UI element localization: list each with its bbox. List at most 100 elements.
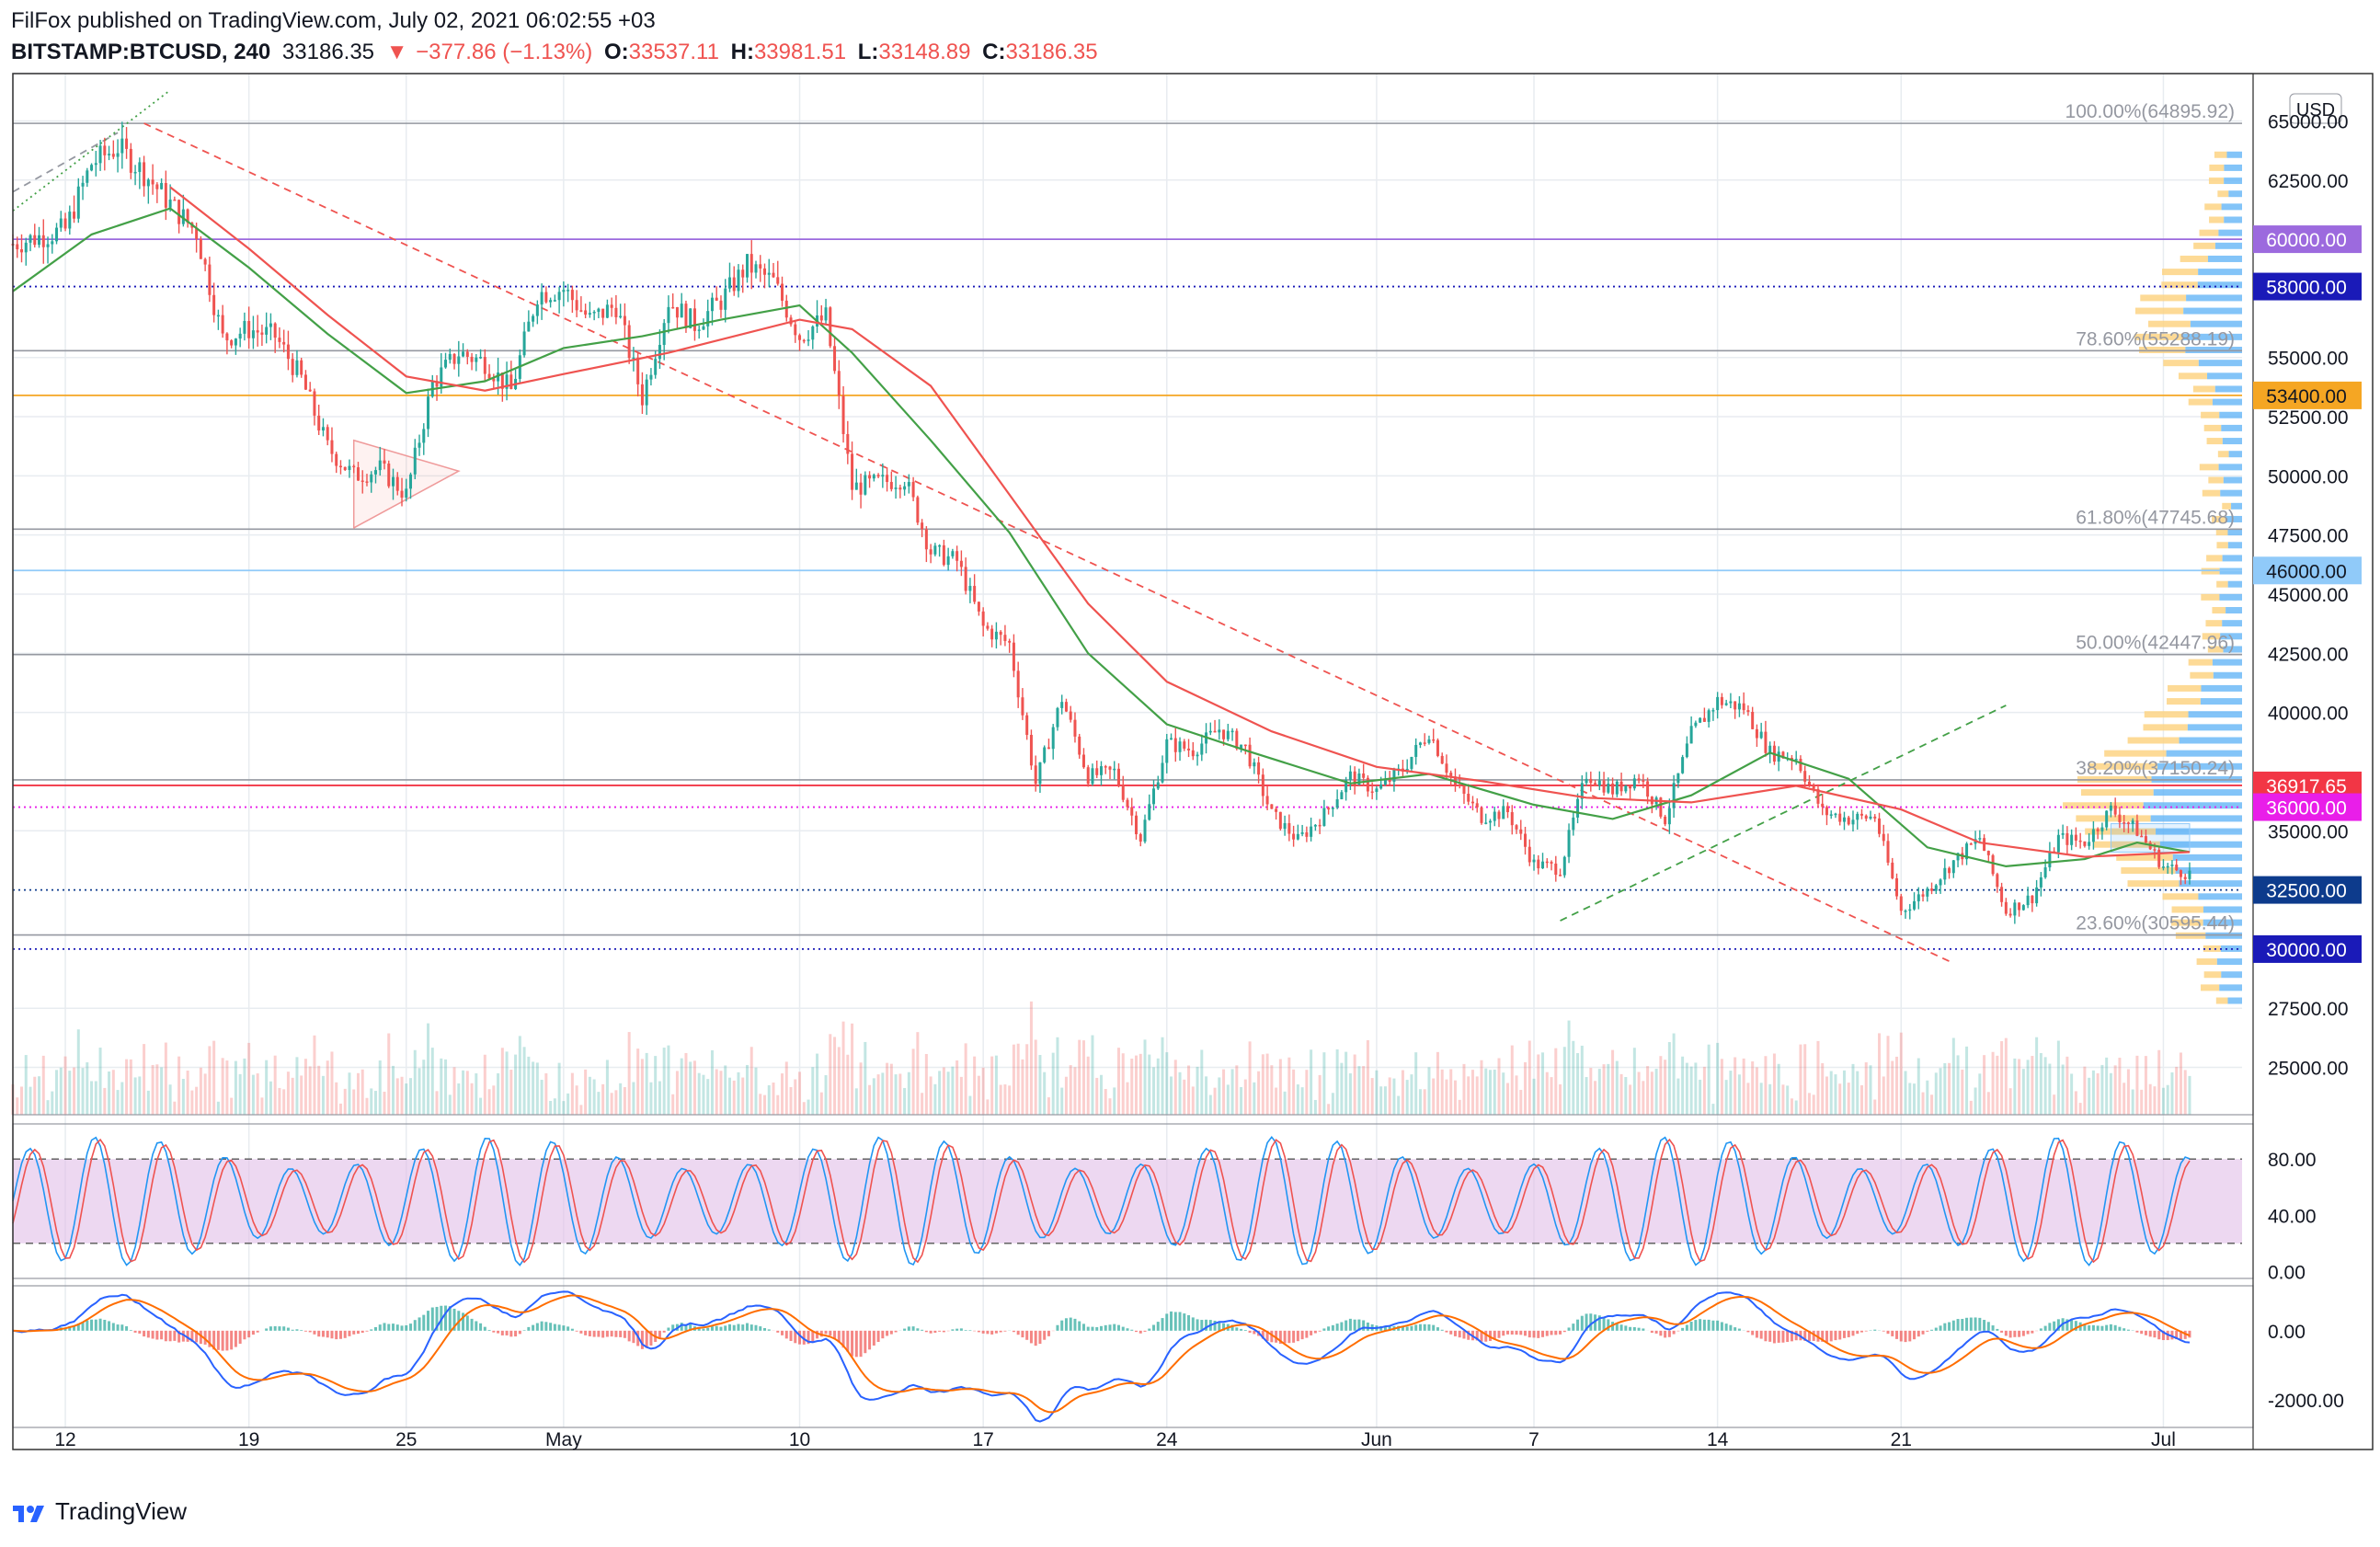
macd-histogram-bar (1550, 1330, 1553, 1335)
macd-histogram-bar (724, 1325, 727, 1331)
volume-profile-bar (2216, 958, 2242, 966)
volume-bar (1720, 1059, 1723, 1115)
candle-body (623, 315, 626, 326)
candle-body (155, 184, 159, 189)
volume-bar (1156, 1058, 1160, 1115)
volume-profile-bar (2216, 542, 2228, 549)
candle-body (1226, 730, 1230, 739)
horizontal-levels[interactable]: 100.00%(64895.92)78.60%(55288.19)61.80%(… (13, 101, 2242, 950)
volume-profile-bar (2221, 424, 2242, 431)
candle-body (911, 482, 915, 498)
volume-bar (1095, 1077, 1099, 1115)
volume-bar (916, 1032, 920, 1115)
macd-histogram-bar (1130, 1329, 1134, 1331)
volume-bar (557, 1062, 561, 1115)
macd-histogram-bar (1502, 1330, 1505, 1336)
volume-bar (1930, 1094, 1934, 1115)
macd-histogram-bar (378, 1324, 382, 1331)
volume-bar (116, 1090, 120, 1115)
candle-body (1480, 807, 1483, 823)
macd-histogram-bar (1751, 1330, 1755, 1335)
candle-body (1025, 715, 1029, 736)
candle-body (1956, 853, 1960, 861)
volume-bar (265, 1060, 269, 1115)
candle-body (754, 264, 758, 273)
macd-histogram-bar (1003, 1330, 1007, 1332)
volume-bar (317, 1065, 321, 1115)
macd-histogram-bar (1161, 1318, 1164, 1331)
macd-histogram-bar (1135, 1330, 1139, 1333)
candle-body (2018, 902, 2021, 911)
symbol-name[interactable]: BITSTAMP:BTCUSD, 240 (11, 40, 271, 64)
macd-histogram-bar (2091, 1324, 2095, 1331)
candle-body (221, 315, 224, 334)
volume-bar (570, 1072, 574, 1115)
volume-bar (94, 1081, 97, 1115)
candle-body (1340, 792, 1344, 800)
candle-body (807, 339, 810, 341)
price-axis[interactable]: USD65000.0062500.0055000.0052500.0050000… (2253, 93, 2362, 1412)
macd-histogram-bar (955, 1328, 959, 1331)
macd-histogram-bar (1794, 1330, 1798, 1341)
volume-profile-bar (2207, 255, 2242, 262)
volume-bar (732, 1080, 736, 1115)
macd-histogram-bar (2018, 1330, 2021, 1337)
candle-body (181, 209, 185, 224)
macd-histogram-bar (640, 1330, 644, 1349)
fib-level-label: 100.00%(64895.92) (2065, 101, 2235, 122)
volume-bar (999, 1084, 1002, 1115)
trendlines[interactable] (12, 89, 2191, 965)
price-tick-label: 52500.00 (2268, 407, 2349, 429)
candle-body (990, 628, 994, 640)
volume-profile-bar (2193, 242, 2215, 249)
volume-bar (230, 1097, 234, 1115)
candle-body (1904, 911, 1907, 912)
volume-profile-bar (2207, 646, 2224, 653)
volume-profile-bar (2192, 385, 2215, 393)
candle-body (462, 351, 465, 357)
candle-body (610, 304, 613, 308)
macd-histogram-bar (111, 1323, 115, 1331)
macd-histogram-bar (225, 1330, 229, 1351)
candle-body (689, 308, 692, 328)
macd-histogram-bar (1891, 1330, 1894, 1336)
volume-profile-bar (2207, 372, 2242, 380)
macd-histogram-bar (1926, 1330, 1929, 1332)
macd-histogram-bar (1943, 1323, 1947, 1331)
candle-body (532, 315, 535, 322)
candle-body (352, 465, 356, 468)
volume-bar (1965, 1046, 1969, 1115)
candle-body (1632, 778, 1636, 789)
macd-histogram-bar (1265, 1330, 1269, 1341)
volume-bar (942, 1067, 945, 1115)
volume-bar (2008, 1088, 2012, 1115)
volume-bar (1008, 1085, 1012, 1115)
candle-body (1357, 773, 1361, 785)
candle-body (1008, 640, 1012, 643)
macd-histogram-bar (1379, 1325, 1383, 1331)
macd-histogram-bar (1453, 1330, 1457, 1336)
macd-histogram-bar (837, 1330, 841, 1343)
volume-bar (234, 1060, 237, 1115)
volume-bar (1047, 1097, 1050, 1115)
macd-histogram-bar (710, 1326, 714, 1331)
volume-bar (1104, 1088, 1107, 1115)
volume-profile-bar (2171, 919, 2203, 926)
macd-histogram-bar (230, 1330, 234, 1350)
volume-bar (2144, 1056, 2147, 1115)
candle-body (1711, 710, 1715, 712)
volume-bar (1205, 1076, 1208, 1115)
volume-bar (1292, 1069, 1296, 1115)
volume-bar (1257, 1071, 1261, 1115)
volume-profile-bar (2198, 360, 2242, 367)
time-axis[interactable]: 12 19 25 May 10 17 24 Jun 7 14 21 Jul (54, 1429, 2176, 1450)
macd-histogram-bar (1488, 1330, 1492, 1341)
candle-body (627, 325, 631, 359)
volume-profile-bar (2188, 398, 2213, 406)
volume-bar (1594, 1081, 1597, 1115)
volume-profile-bar (2197, 281, 2242, 289)
candle-body (1388, 779, 1391, 782)
candle-body (1742, 703, 1745, 711)
macd-histogram-bar (1300, 1330, 1304, 1340)
